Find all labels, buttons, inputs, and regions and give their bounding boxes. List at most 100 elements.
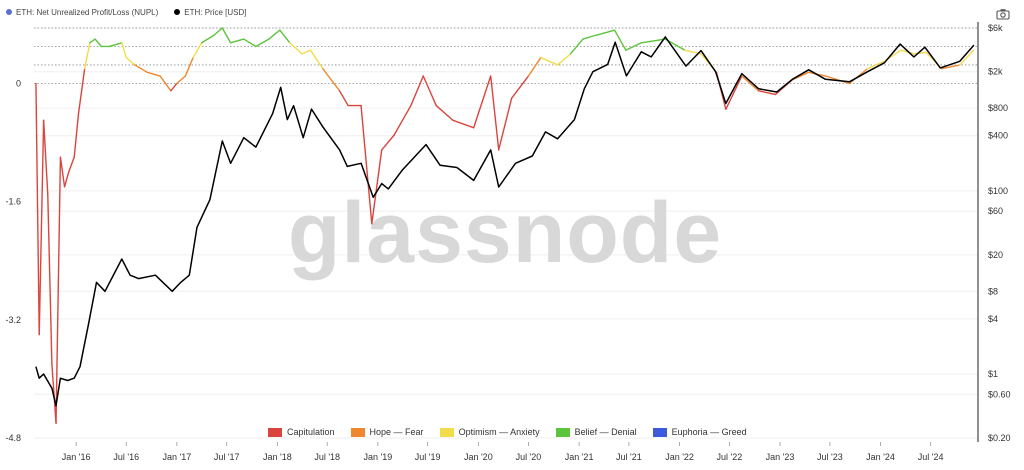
nupl-segment-41 <box>381 134 395 151</box>
nupl-segment-16 <box>121 42 127 59</box>
nupl-segment-18 <box>134 64 148 74</box>
nupl-segment-32 <box>279 29 291 44</box>
x-tick-label: Jan '23 <box>766 452 795 462</box>
zone-legend-item[interactable]: Hope — Fear <box>350 427 424 437</box>
nupl-segment-43 <box>410 75 424 107</box>
right-tick-label: $100 <box>988 186 1008 196</box>
nupl-segment-45 <box>435 104 454 122</box>
nupl-segment-52 <box>540 56 559 66</box>
nupl-segment-15 <box>108 42 123 48</box>
zone-legend-item[interactable]: Euphoria — Greed <box>652 427 747 437</box>
x-tick-label: Jan '18 <box>263 452 292 462</box>
nupl-segment-78 <box>959 49 975 66</box>
nupl-segment-50 <box>510 75 530 99</box>
nupl-segment-17 <box>125 56 136 66</box>
nupl-segment-9 <box>73 112 80 158</box>
right-tick-label: $60 <box>988 206 1003 216</box>
x-tick-label: Jan '21 <box>565 452 594 462</box>
nupl-series <box>35 27 975 424</box>
x-tick-label: Jul '21 <box>616 452 642 462</box>
zone-label: Optimism — Anxiety <box>458 427 540 437</box>
left-tick-label: 0 <box>16 78 21 88</box>
nupl-segment-19 <box>146 71 161 77</box>
nupl-segment-12 <box>89 38 96 44</box>
nupl-segment-25 <box>200 34 215 44</box>
nupl-segment-28 <box>229 38 245 44</box>
x-tick-label: Jul '20 <box>516 452 542 462</box>
right-tick-label: $0.20 <box>988 433 1011 443</box>
legend-nupl-label: ETH: Net Unrealized Profit/Loss (NUPL) <box>16 7 159 17</box>
nupl-segment-56 <box>594 29 616 37</box>
nupl-segment-39 <box>360 104 373 225</box>
zone-legend-item[interactable]: Capitulation <box>268 427 335 437</box>
x-tick-label: Jan '20 <box>464 452 493 462</box>
nupl-segment-55 <box>582 34 597 40</box>
nupl-segment-6 <box>59 156 66 188</box>
nupl-segment-59 <box>640 38 666 44</box>
right-tick-label: $8 <box>988 286 998 296</box>
nupl-segment-22 <box>176 75 187 85</box>
zone-swatch <box>268 427 282 437</box>
zone-label: Hope — Fear <box>369 427 424 437</box>
nupl-segment-8 <box>67 156 75 173</box>
nupl-segment-33 <box>289 42 303 55</box>
nupl-segment-36 <box>322 67 341 92</box>
legend-nupl[interactable]: ETH: Net Unrealized Profit/Loss (NUPL) <box>6 8 158 17</box>
nupl-segment-65 <box>741 75 760 92</box>
nupl-segment-51 <box>527 56 542 77</box>
right-tick-label: $2k <box>988 67 1003 77</box>
nupl-segment-30 <box>255 38 270 48</box>
zone-legend: Capitulation Hope — Fear Optimism — Anxiet… <box>268 425 747 439</box>
right-tick-label: $1 <box>988 369 998 379</box>
nupl-segment-2 <box>42 119 49 195</box>
watermark: glassnode <box>288 185 722 281</box>
nupl-segment-42 <box>393 104 412 136</box>
x-tick-label: Jan '17 <box>163 452 192 462</box>
legend-price[interactable]: ETH: Price [USD] <box>174 7 247 17</box>
zone-label: Capitulation <box>287 427 335 437</box>
nupl-segment-53 <box>556 53 572 66</box>
legend-price-label: ETH: Price [USD] <box>184 7 247 17</box>
nupl-segment-77 <box>940 64 961 70</box>
zone-label: Belief — Denial <box>574 427 637 437</box>
nupl-thresholds <box>34 27 978 84</box>
x-tick-label: Jul '19 <box>415 452 441 462</box>
nupl-segment-58 <box>625 42 643 51</box>
x-tick-label: Jul '16 <box>113 452 139 462</box>
nupl-segment-0 <box>35 82 40 336</box>
nupl-segment-48 <box>490 75 500 151</box>
nupl-segment-74 <box>900 49 915 55</box>
nupl-segment-46 <box>452 119 475 129</box>
x-tick-label: Jul '17 <box>214 452 240 462</box>
x-axis-ticks: Jan '16 Jul '16 Jan '17 Jul '17 Jan '18 Jul '… <box>62 442 944 462</box>
nupl-segment-34 <box>301 49 312 55</box>
x-tick-label: Jan '22 <box>665 452 694 462</box>
nupl-segment-21 <box>170 82 178 92</box>
left-tick-label: -4.8 <box>5 433 21 443</box>
zone-legend-item[interactable]: Optimism — Anxiety <box>439 427 540 437</box>
x-tick-label: Jul '18 <box>314 452 340 462</box>
right-tick-label: $400 <box>988 131 1008 141</box>
zone-legend-item[interactable]: Belief — Denial <box>555 427 637 437</box>
nupl-segment-64 <box>725 75 743 110</box>
camera-icon[interactable] <box>996 8 1010 20</box>
right-tick-label: $0.60 <box>988 389 1011 399</box>
top-legend: ETH: Net Unrealized Profit/Loss (NUPL) E… <box>6 5 247 19</box>
nupl-segment-70 <box>824 75 851 85</box>
x-tick-label: Jan '16 <box>62 452 91 462</box>
nupl-segment-72 <box>866 60 886 70</box>
nupl-segment-23 <box>184 56 194 77</box>
nupl-segment-5 <box>55 156 62 424</box>
x-tick-label: Jul '24 <box>918 452 944 462</box>
nupl-segment-29 <box>243 38 257 48</box>
x-tick-label: Jan '19 <box>363 452 392 462</box>
right-tick-label: $20 <box>988 250 1003 260</box>
left-tick-label: -1.6 <box>5 197 21 207</box>
nupl-segment-31 <box>268 29 281 40</box>
nupl-segment-57 <box>613 29 627 51</box>
price-series <box>35 36 975 407</box>
nupl-segment-66 <box>757 90 777 96</box>
nupl-segment-11 <box>83 42 91 70</box>
nupl-segment-26 <box>213 27 224 37</box>
